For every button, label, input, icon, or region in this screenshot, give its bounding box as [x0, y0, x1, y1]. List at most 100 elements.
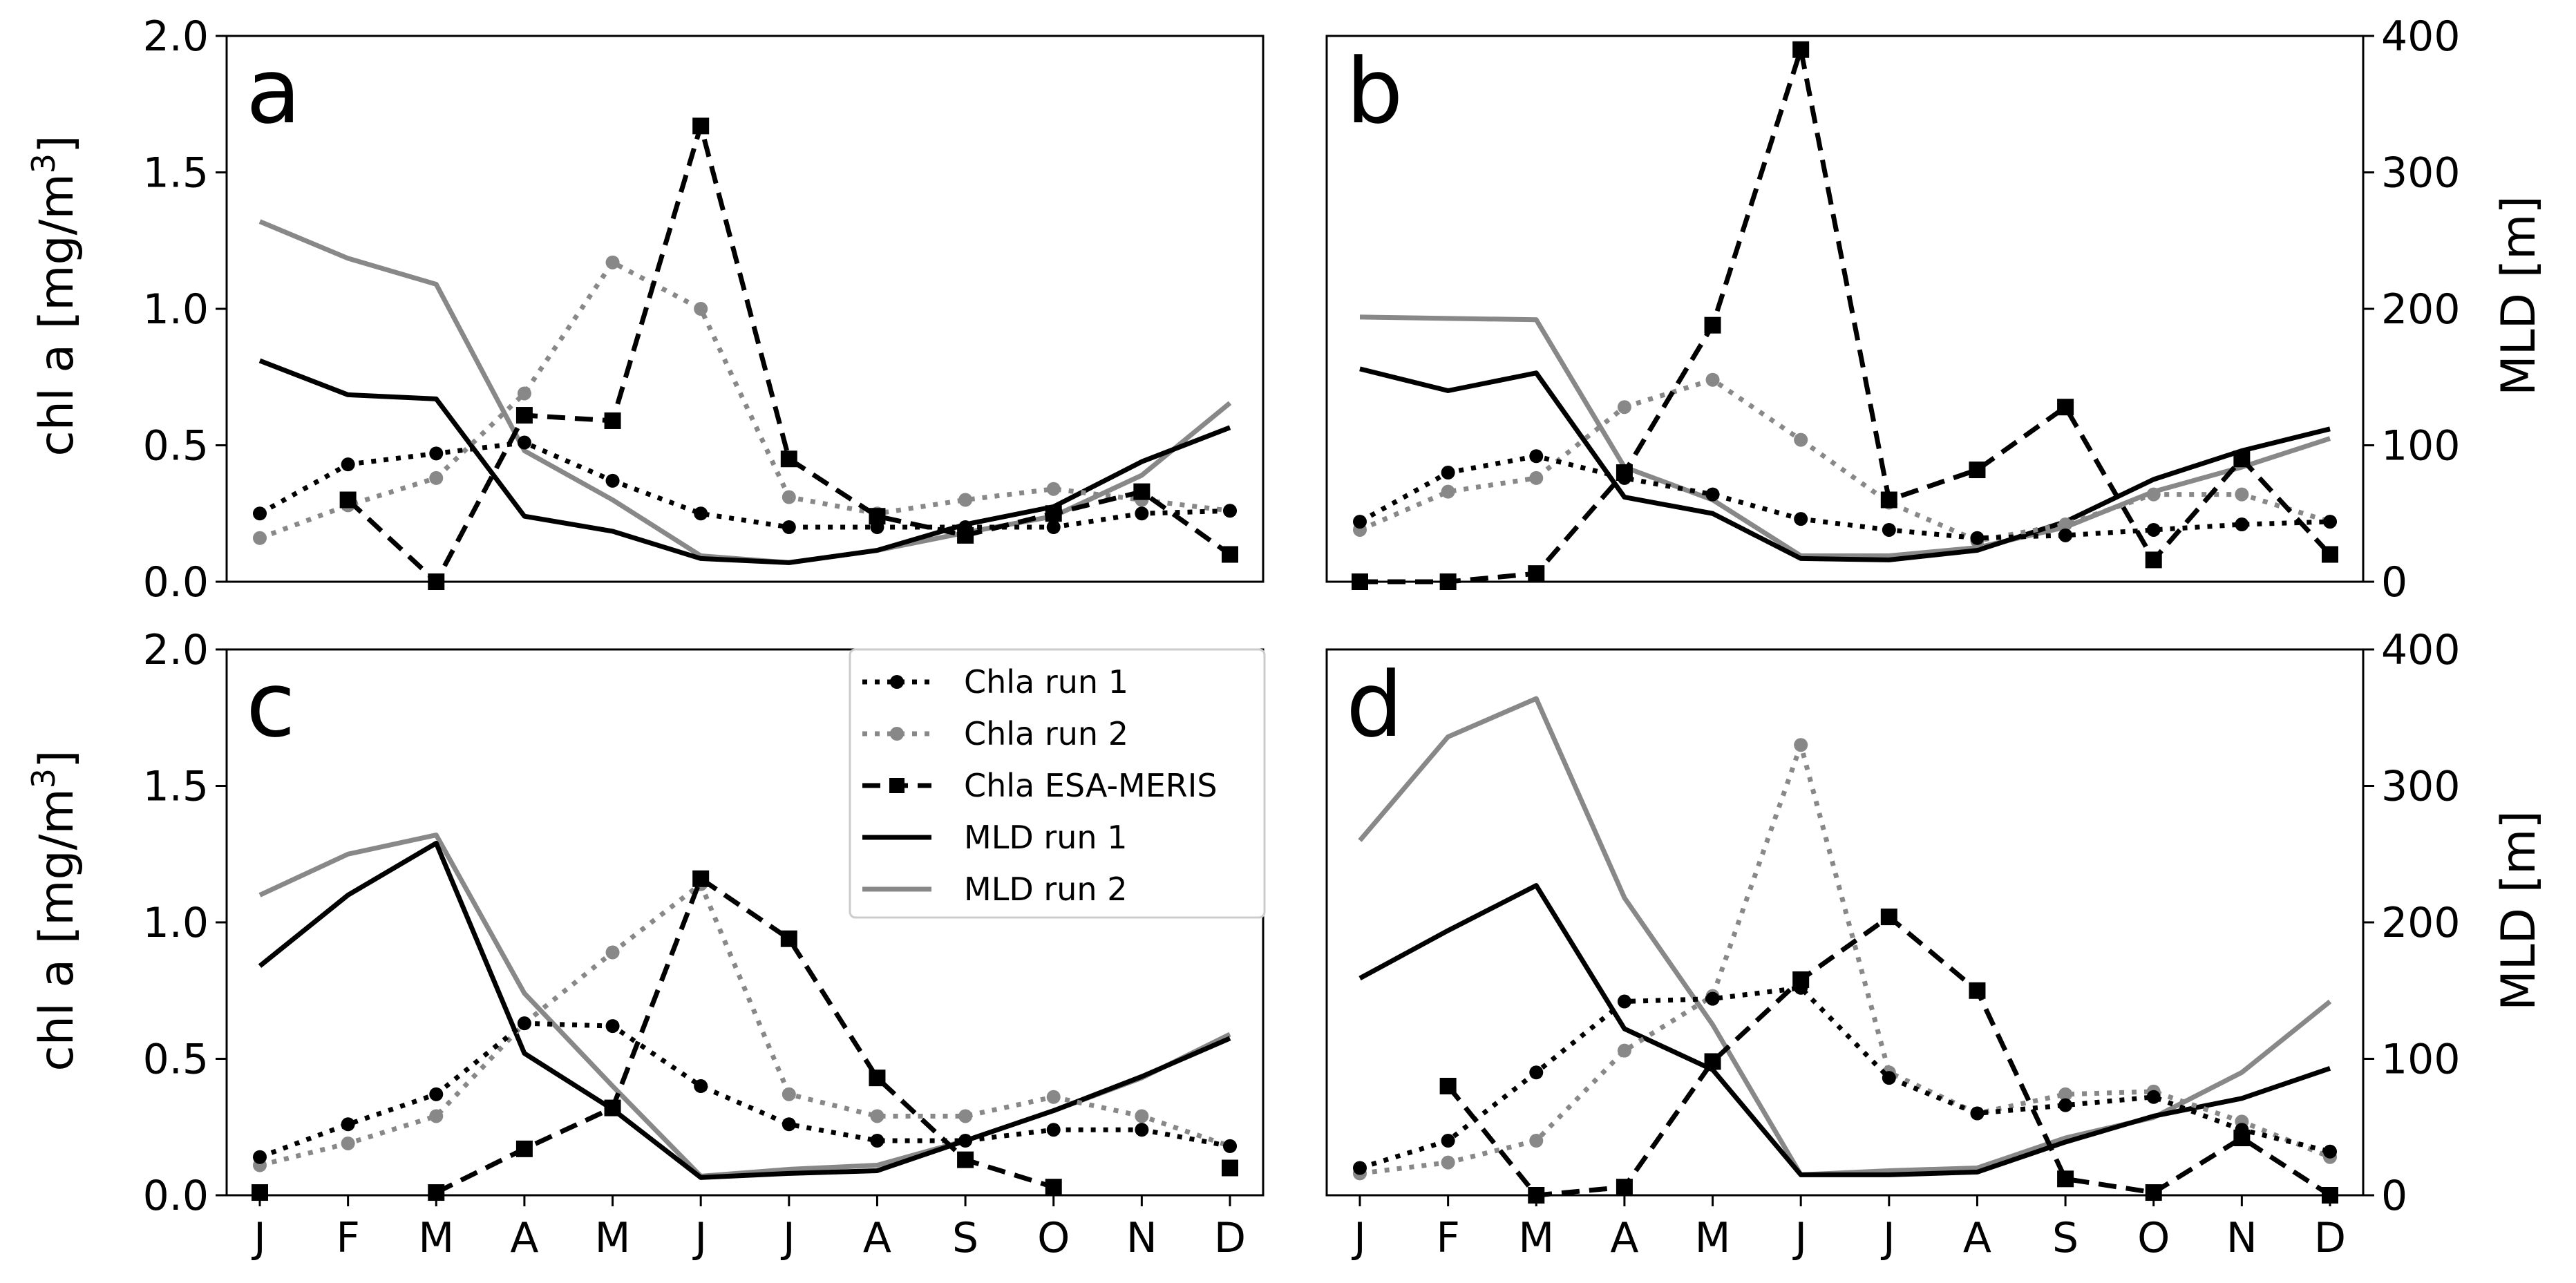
point-chla-run1	[2235, 517, 2249, 532]
x-tick-label: J	[1792, 1214, 1807, 1262]
panel-b: b 0 100 200 300 400	[1325, 12, 2461, 607]
point-chla-run1	[958, 1134, 973, 1148]
point-chla-run2	[1529, 471, 1544, 485]
legend-label-mld-run1: MLD run 1	[964, 819, 1127, 856]
legend-entry-mld-run2: MLD run 2	[862, 871, 1127, 908]
point-chla-run2	[253, 531, 267, 545]
point-chla-run1	[253, 1150, 267, 1164]
x-tick-label: D	[1214, 1214, 1246, 1262]
point-chla-run2	[1794, 433, 1808, 447]
point-chla-run1	[782, 1117, 796, 1132]
point-chla-run2	[782, 490, 796, 504]
point-chla-run1	[1705, 991, 1720, 1006]
point-chla-meris	[604, 412, 621, 429]
x-tick-label: A	[1963, 1214, 1991, 1262]
point-chla-meris	[1616, 464, 1633, 481]
point-chla-run2	[782, 1087, 796, 1101]
legend: Chla run 1 Chla run 2 Chla ESA-MERIS MLD…	[849, 648, 1266, 919]
point-chla-run2	[2058, 1087, 2073, 1101]
panel-letter: b	[1346, 39, 1403, 144]
point-chla-run1	[1441, 466, 1455, 479]
point-chla-run2	[517, 386, 531, 401]
legend-entry-chla-run1: Chla run 1	[862, 663, 1128, 701]
x-tick-label: N	[2226, 1214, 2257, 1262]
line-chla-run2	[1358, 377, 2331, 544]
line-chla-meris	[435, 876, 1054, 1195]
point-chla-run1	[1441, 1134, 1455, 1148]
point-chla-meris	[2322, 546, 2338, 563]
point-chla-run1	[1529, 449, 1544, 464]
point-chla-run2	[1529, 1134, 1544, 1148]
point-chla-run1	[1882, 522, 1896, 537]
point-chla-run1	[1705, 487, 1720, 502]
series-mld-run2	[1359, 314, 2331, 558]
x-tick-label: A	[863, 1214, 891, 1262]
x-tick-label: A	[1610, 1214, 1638, 1262]
point-chla-run2	[429, 1109, 444, 1123]
x-tick-label: J	[692, 1214, 707, 1262]
point-chla-run1	[2323, 1144, 2337, 1159]
point-chla-run1	[2058, 1098, 2073, 1112]
panel-a: a 0.0 0.5 1.0 1.5 2.0	[143, 12, 1265, 607]
point-chla-run1	[1882, 1071, 1896, 1085]
series-chla-run2	[1353, 738, 2337, 1181]
point-chla-run1	[517, 1016, 531, 1031]
point-chla-run2	[870, 1109, 884, 1123]
series-mld-run1	[1358, 883, 2331, 1177]
x-tick-label: O	[2137, 1214, 2170, 1262]
point-chla-meris	[1616, 1179, 1633, 1196]
right-tick-label: 300	[2381, 763, 2461, 811]
series-chla-run1	[253, 435, 1237, 534]
right-tick-label: 400	[2381, 12, 2461, 61]
x-tick-label: S	[2052, 1214, 2078, 1262]
legend-label-chla-run1: Chla run 1	[964, 663, 1128, 701]
series-mld-run2	[1358, 696, 2332, 1177]
point-chla-run1	[1135, 1123, 1149, 1137]
right-tick-label: 200	[2381, 285, 2461, 334]
panel-letter: a	[246, 39, 301, 144]
point-chla-run2	[1617, 400, 1631, 415]
line-chla-run2	[259, 882, 1231, 1168]
series-chla-run1	[1353, 449, 2337, 545]
series-chla-meris	[252, 870, 1238, 1201]
series-mld-run1	[258, 840, 1231, 1180]
point-chla-meris	[1045, 1179, 1062, 1196]
line-mld-run1	[1358, 883, 2331, 1177]
point-chla-run2	[605, 945, 620, 960]
point-chla-run1	[694, 506, 708, 521]
point-chla-run1	[605, 1019, 620, 1034]
line-chla-meris	[346, 123, 1232, 585]
left-tick-label: 0.0	[143, 1172, 209, 1220]
line-chla-run1	[1358, 453, 2331, 541]
series-mld-run2	[258, 219, 1232, 565]
point-chla-meris	[1045, 505, 1062, 522]
x-tick-label: O	[1037, 1214, 1070, 1262]
point-chla-run1	[517, 435, 531, 450]
point-chla-meris	[957, 526, 974, 544]
legend-entry-chla-meris: Chla ESA-MERIS	[862, 767, 1218, 804]
legend-label-chla-meris: Chla ESA-MERIS	[964, 767, 1218, 804]
x-tick-label: F	[1436, 1214, 1460, 1262]
left-tick-label: 1.5	[143, 149, 209, 198]
left-tick-label: 1.0	[143, 285, 209, 334]
point-chla-meris	[780, 930, 797, 947]
left-tick-label: 2.0	[143, 626, 209, 674]
series-chla-run1	[1353, 980, 2337, 1175]
point-chla-run1	[1617, 994, 1631, 1009]
right-tick-label: 100	[2381, 422, 2461, 471]
point-chla-run2	[1617, 1043, 1631, 1058]
series-chla-meris	[1439, 909, 2338, 1204]
series-mld-run1	[1359, 366, 2331, 562]
point-chla-run1	[1970, 1106, 1985, 1121]
x-tick-label: M	[595, 1214, 631, 1262]
point-chla-meris	[1133, 483, 1150, 500]
point-chla-meris	[1222, 546, 1238, 563]
point-chla-run2	[429, 471, 444, 485]
series-mld-run1	[258, 358, 1231, 565]
point-chla-run2	[958, 493, 973, 507]
left-tick-label: 1.0	[143, 899, 209, 947]
point-chla-meris	[1880, 909, 1897, 926]
legend-entry-mld-run1: MLD run 1	[862, 819, 1127, 856]
line-mld-run2	[258, 219, 1232, 565]
